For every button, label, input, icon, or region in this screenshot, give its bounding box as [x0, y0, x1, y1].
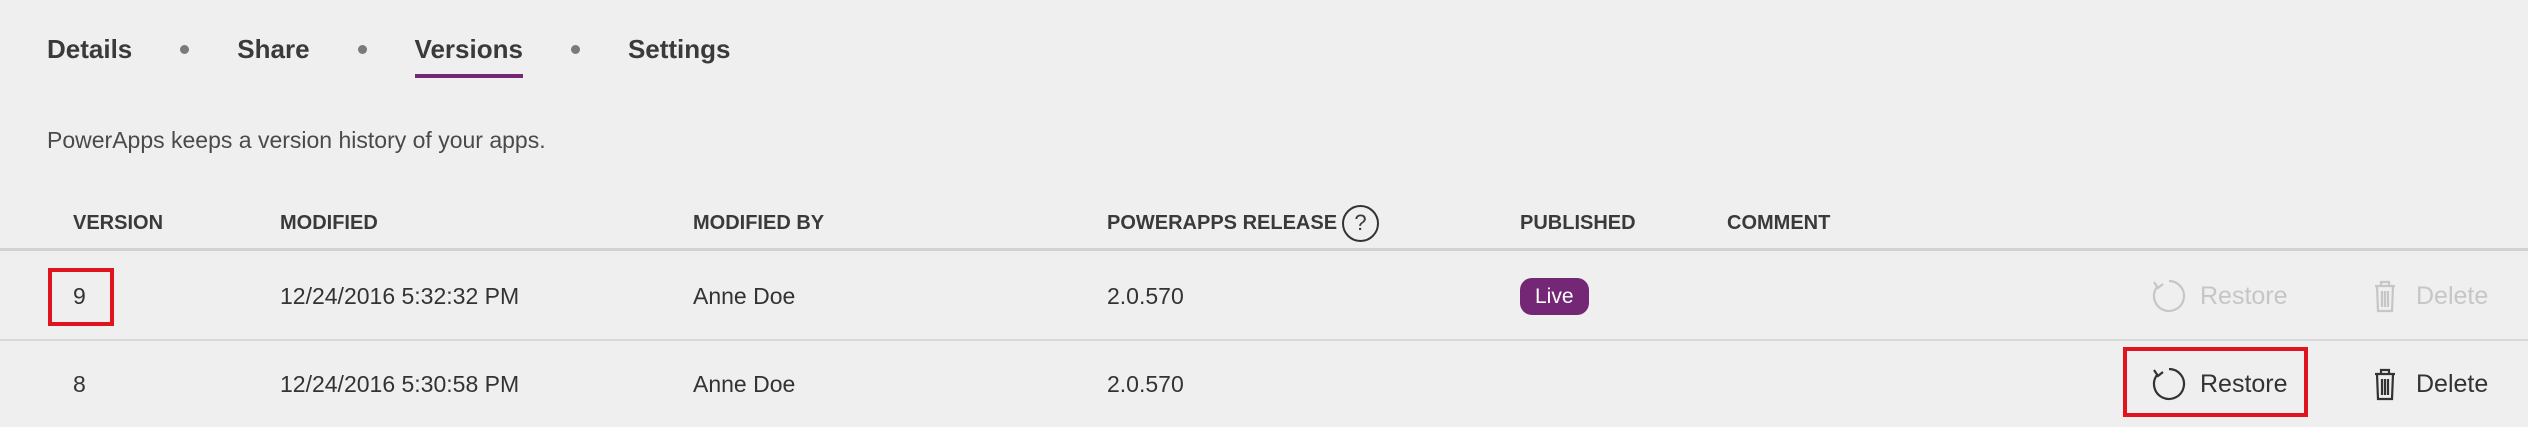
restore-highlight-box: [2123, 347, 2308, 417]
restore-label: Restore: [2200, 369, 2288, 398]
page-description: PowerApps keeps a version history of you…: [47, 127, 546, 153]
table-header: VERSION MODIFIED MODIFIED BY POWERAPPS R…: [0, 198, 2528, 251]
delete-button[interactable]: Delete: [2366, 365, 2488, 403]
tab-share[interactable]: Share: [237, 34, 310, 64]
tab-separator: [180, 45, 190, 54]
restore-button[interactable]: Restore: [2150, 277, 2288, 315]
delete-label: Delete: [2416, 281, 2489, 310]
restore-icon: [2152, 367, 2186, 401]
version-cell: 8: [73, 371, 86, 397]
restore-button[interactable]: Restore: [2150, 365, 2288, 403]
trash-icon: [2375, 368, 2395, 401]
release-cell: 2.0.570: [1107, 283, 1184, 309]
column-header-release: POWERAPPS RELEASE ?: [1107, 198, 1380, 248]
help-circle-icon[interactable]: ?: [1342, 204, 1380, 242]
delete-label: Delete: [2416, 369, 2489, 398]
tab-details[interactable]: Details: [47, 34, 133, 64]
live-badge: Live: [1520, 278, 1589, 315]
modified-cell: 12/24/2016 5:30:58 PM: [280, 371, 520, 397]
release-cell: 2.0.570: [1107, 371, 1184, 397]
tab-separator: [570, 45, 580, 54]
tab-bar: Details Share Versions Settings: [47, 28, 731, 78]
table-row[interactable]: 8 12/24/2016 5:30:58 PM Anne Doe 2.0.570…: [0, 341, 2528, 427]
table-row[interactable]: 9 12/24/2016 5:32:32 PM Anne Doe 2.0.570…: [0, 253, 2528, 341]
column-header-release-label[interactable]: POWERAPPS RELEASE: [1107, 212, 1338, 234]
delete-button[interactable]: Delete: [2366, 277, 2488, 315]
trash-icon: [2375, 280, 2395, 313]
column-header-modified-by[interactable]: MODIFIED BY: [693, 212, 825, 234]
modified-by-cell: Anne Doe: [693, 371, 796, 397]
tab-versions[interactable]: Versions: [414, 28, 524, 78]
column-header-published[interactable]: PUBLISHED: [1520, 212, 1636, 234]
column-header-version[interactable]: VERSION: [73, 212, 164, 234]
tab-settings[interactable]: Settings: [627, 34, 731, 64]
restore-icon: [2152, 279, 2186, 313]
modified-cell: 12/24/2016 5:32:32 PM: [280, 283, 520, 309]
column-header-comment[interactable]: COMMENT: [1727, 212, 1831, 234]
version-cell: 9: [73, 283, 86, 309]
tab-separator: [357, 45, 367, 54]
modified-by-cell: Anne Doe: [693, 283, 796, 309]
restore-label: Restore: [2200, 281, 2288, 310]
column-header-modified[interactable]: MODIFIED: [280, 212, 378, 234]
version-highlight-box: [48, 268, 114, 326]
